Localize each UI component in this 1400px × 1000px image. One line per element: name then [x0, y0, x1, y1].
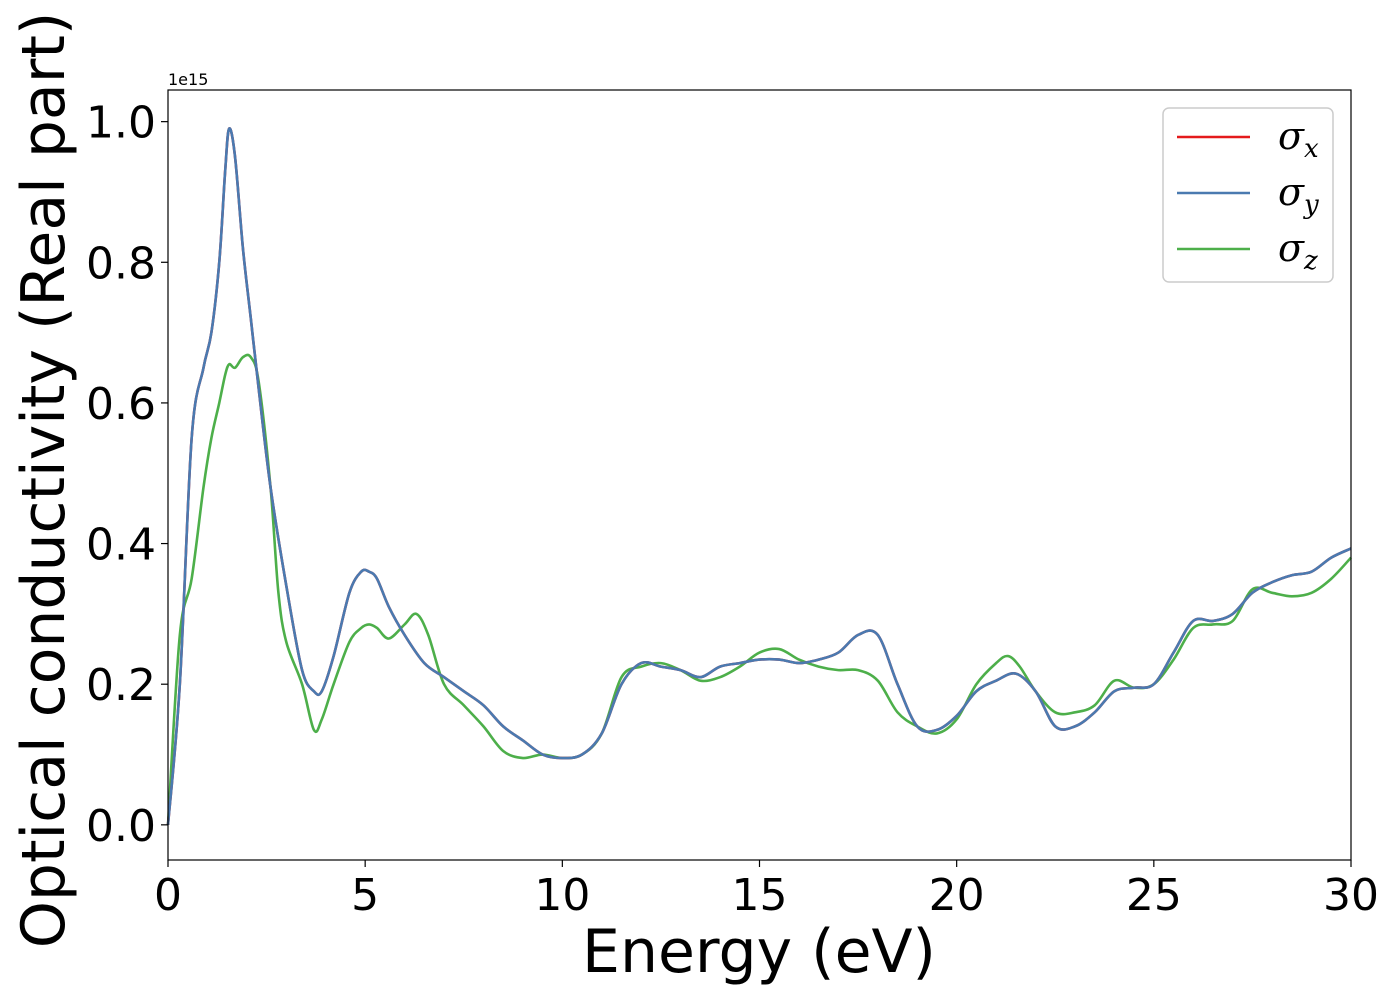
- x-tick-label: 5: [351, 870, 379, 921]
- x-tick-label: 10: [534, 870, 590, 921]
- y-tick-label: 0.4: [86, 520, 156, 571]
- legend-label-x: σx: [1278, 114, 1319, 164]
- x-axis-ticks: 0 5 10 15 20 25 30: [154, 860, 1379, 921]
- legend-label-y: σy: [1278, 170, 1319, 220]
- plot-area: [168, 90, 1351, 860]
- x-tick-label: 20: [929, 870, 985, 921]
- y-tick-label: 0.6: [86, 379, 156, 430]
- x-tick-label: 25: [1126, 870, 1182, 921]
- y-axis-label: Optical conductivity (Real part): [9, 12, 79, 949]
- y-tick-label: 0.2: [86, 660, 156, 711]
- series-line-y: [166, 127, 1352, 825]
- y-tick-label: 0.8: [86, 238, 156, 289]
- series-layer: [166, 127, 1352, 825]
- y-tick-label: 1.0: [86, 98, 156, 149]
- legend: σx σy σz: [1162, 107, 1334, 283]
- y-axis-ticks: 0.0 0.2 0.4 0.6 0.8 1.0: [86, 98, 168, 852]
- y-offset-label: 1e15: [168, 70, 208, 89]
- x-axis-label: Energy (eV): [582, 917, 936, 987]
- x-tick-label: 0: [154, 870, 182, 921]
- y-tick-label: 0.0: [86, 801, 156, 852]
- x-tick-label: 15: [732, 870, 788, 921]
- x-tick-label: 30: [1323, 870, 1379, 921]
- legend-box: [1162, 107, 1334, 283]
- legend-label-z: σz: [1278, 226, 1318, 276]
